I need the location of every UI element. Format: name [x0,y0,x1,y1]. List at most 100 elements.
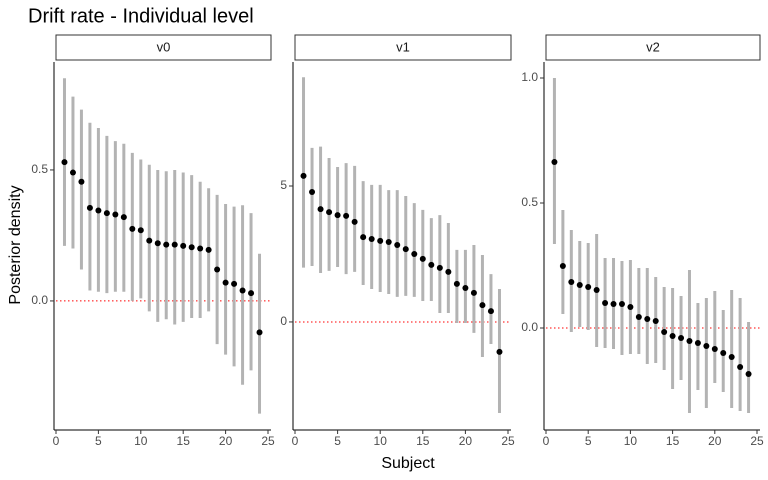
point [368,236,375,243]
point [711,346,718,352]
point [309,188,316,195]
point [146,237,153,244]
point [402,246,409,253]
point [445,268,452,275]
point [197,245,204,252]
point [559,263,566,269]
x-tick-label: 25 [750,434,764,448]
y-tick-label: 0.0 [521,320,538,334]
point [317,206,324,213]
point [171,241,178,248]
point [496,348,503,355]
point [593,287,600,293]
point [419,255,426,262]
y-tick-label: 0.5 [521,195,538,209]
x-tick-label: 10 [134,434,148,448]
point [222,279,229,286]
point [551,159,558,165]
strip [55,34,272,61]
point [737,364,744,370]
point [137,227,144,234]
point [627,304,634,310]
y-tick-label: 5 [280,178,287,192]
point [78,178,85,185]
x-axis-label: Subject [381,455,435,472]
point [694,340,701,346]
point [248,290,255,297]
x-tick-label: 10 [374,434,388,448]
point [300,172,307,179]
point [618,301,625,307]
point [334,212,341,219]
point [360,234,367,241]
strip [545,34,761,61]
strip-label: v2 [646,39,660,54]
x-tick-label: 15 [177,434,191,448]
point [163,241,170,248]
point [745,371,752,377]
strip [294,34,512,61]
point [678,335,685,341]
point [112,211,119,218]
point [61,159,68,166]
point [635,314,642,320]
point [661,329,668,335]
point [470,289,477,296]
point [351,218,358,225]
point [644,316,651,322]
x-tick-label: 5 [334,434,341,448]
point [720,350,727,356]
x-tick-label: 20 [459,434,473,448]
point [120,214,127,221]
y-tick-label: 0.5 [31,162,48,176]
point [86,204,93,211]
point [180,242,187,249]
point [610,301,617,307]
point [256,329,263,336]
x-tick-label: 10 [624,434,638,448]
point [453,280,460,287]
point [436,264,443,271]
point [602,300,609,306]
point [576,282,583,288]
x-tick-label: 0 [543,434,550,448]
point [487,308,494,315]
point [188,244,195,251]
point [568,279,575,285]
x-tick-label: 0 [292,434,299,448]
point [703,343,710,349]
point [585,284,592,290]
point [686,338,693,344]
y-tick-label: 0.0 [31,293,48,307]
y-tick-label: 1.0 [521,70,538,84]
point [154,240,161,247]
point [377,237,384,244]
x-tick-label: 15 [666,434,680,448]
point [462,284,469,291]
x-tick-label: 20 [219,434,233,448]
x-tick-label: 20 [708,434,722,448]
point [239,287,246,294]
strip-label: v1 [396,39,410,54]
point [669,333,676,339]
x-tick-label: 0 [53,434,60,448]
point [95,207,102,214]
point [205,246,212,253]
point [103,210,110,217]
point [652,318,659,324]
x-tick-label: 25 [501,434,515,448]
y-axis-label: Posterior density [7,185,24,304]
point [326,209,333,216]
y-tick-label: 0 [280,314,287,328]
x-tick-label: 5 [95,434,102,448]
x-tick-label: 25 [261,434,275,448]
point [428,261,435,268]
point [69,169,76,176]
point [231,280,238,287]
point [129,225,136,232]
point [385,239,392,246]
x-tick-label: 5 [585,434,592,448]
point [411,250,418,257]
point [214,266,221,273]
